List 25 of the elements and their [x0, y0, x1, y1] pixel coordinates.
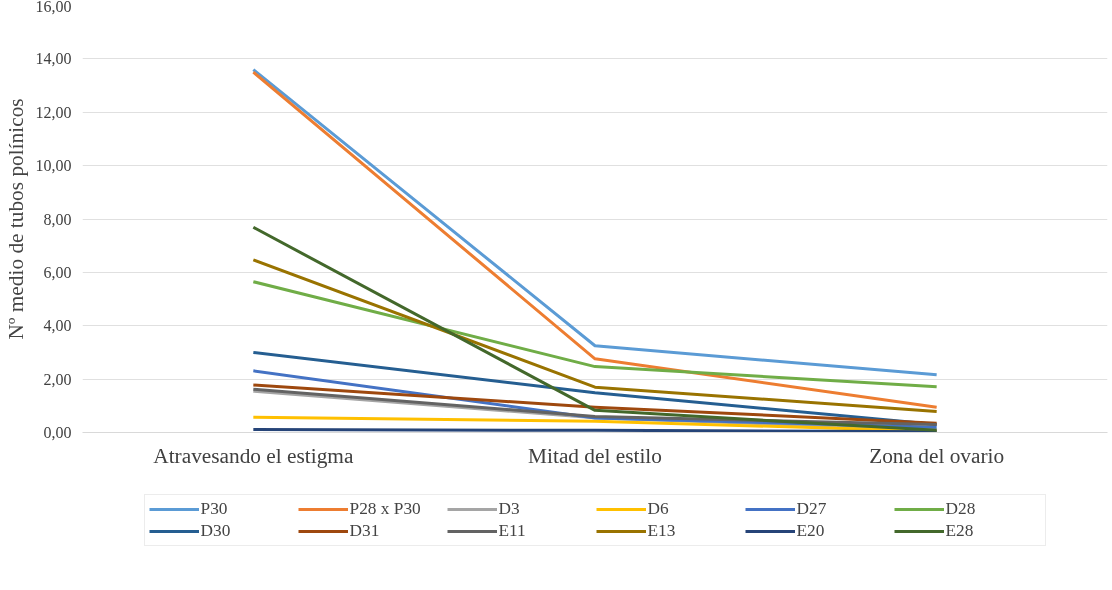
legend-label: D28 — [945, 499, 977, 519]
y-tick-label: 16,00 — [35, 0, 72, 15]
y-axis-title: Nº medio de tubos polínicos — [3, 98, 28, 340]
x-tick-label: Zona del ovario — [869, 443, 1005, 468]
legend-label: D30 — [200, 521, 232, 541]
legend-label: D31 — [349, 521, 381, 541]
legend-label: D3 — [498, 499, 521, 519]
legend-label: E28 — [945, 521, 975, 541]
legend-label: D6 — [647, 499, 670, 519]
y-tick-label: 6,00 — [43, 263, 72, 281]
legend-label: P30 — [200, 499, 229, 519]
legend-label: D27 — [796, 499, 828, 519]
legend-label: E13 — [647, 521, 677, 541]
y-tick-label: 0,00 — [43, 424, 72, 441]
legend-label: E20 — [796, 521, 826, 541]
legend-label: P28 x P30 — [349, 499, 422, 519]
legend-label: E11 — [498, 521, 527, 541]
y-tick-label: 8,00 — [43, 210, 72, 228]
y-tick-label: 2,00 — [43, 370, 72, 388]
x-tick-label: Atravesando el estigma — [153, 443, 354, 468]
x-tick-label: Mitad del estilo — [528, 443, 662, 468]
y-tick-label: 10,00 — [35, 157, 72, 175]
y-tick-label: 12,00 — [35, 103, 72, 121]
y-tick-label: 4,00 — [43, 317, 72, 335]
y-tick-label: 14,00 — [35, 50, 72, 68]
